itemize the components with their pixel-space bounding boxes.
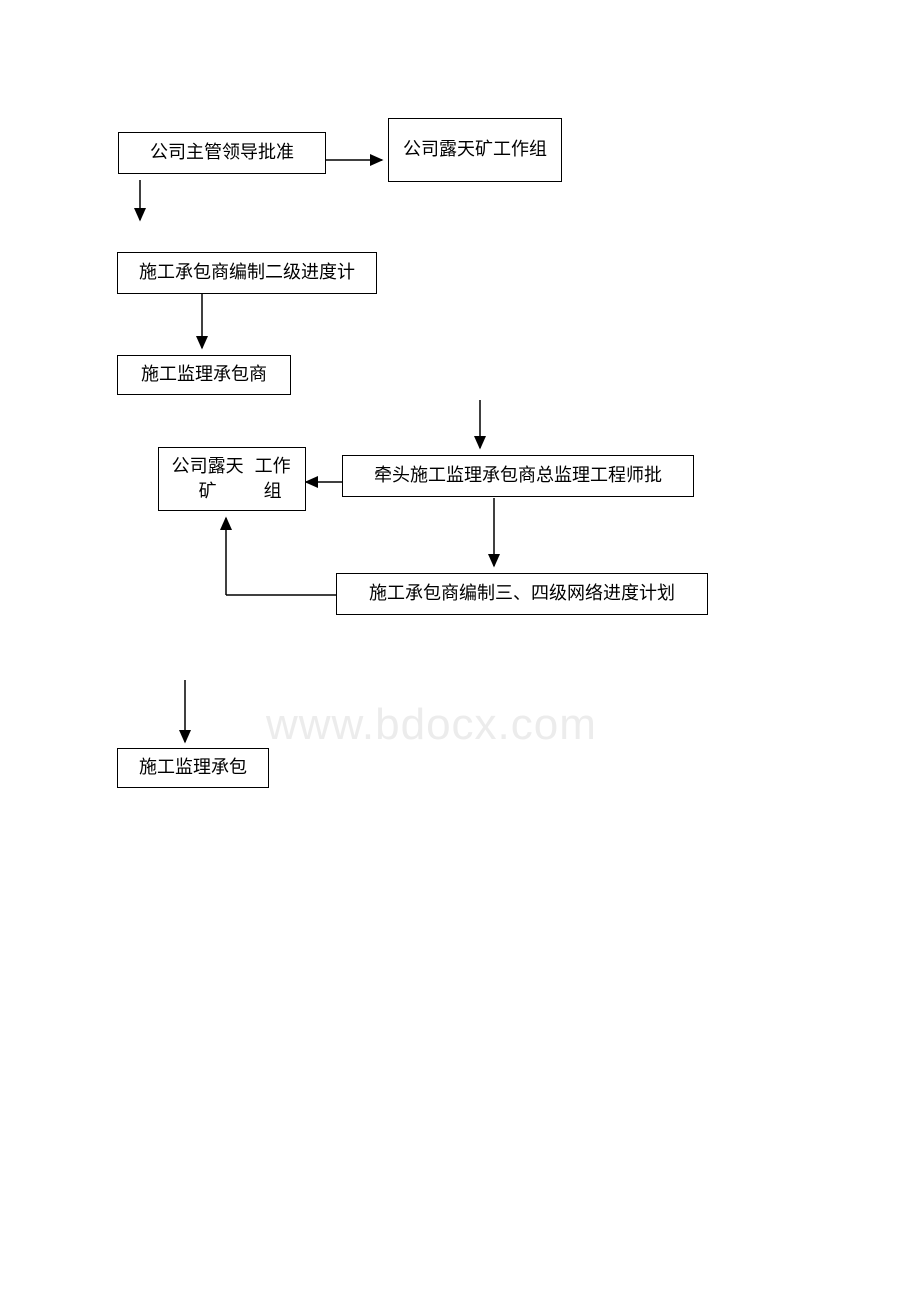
- flowchart-node: 公司主管领导批准: [118, 132, 326, 174]
- flowchart-node: 施工监理承包: [117, 748, 269, 788]
- flowchart-node: 牵头施工监理承包商总监理工程师批: [342, 455, 694, 497]
- flowchart-node: 公司露天矿工作组: [158, 447, 306, 511]
- flowchart-node: 施工监理承包商: [117, 355, 291, 395]
- flowchart-node: 公司露天矿工作组: [388, 118, 562, 182]
- flowchart-node: 施工承包商编制二级进度计: [117, 252, 377, 294]
- flowchart-edges: [0, 0, 920, 1302]
- watermark-text: www.bdocx.com: [266, 700, 597, 750]
- flowchart-node: 施工承包商编制三、四级网络进度计划: [336, 573, 708, 615]
